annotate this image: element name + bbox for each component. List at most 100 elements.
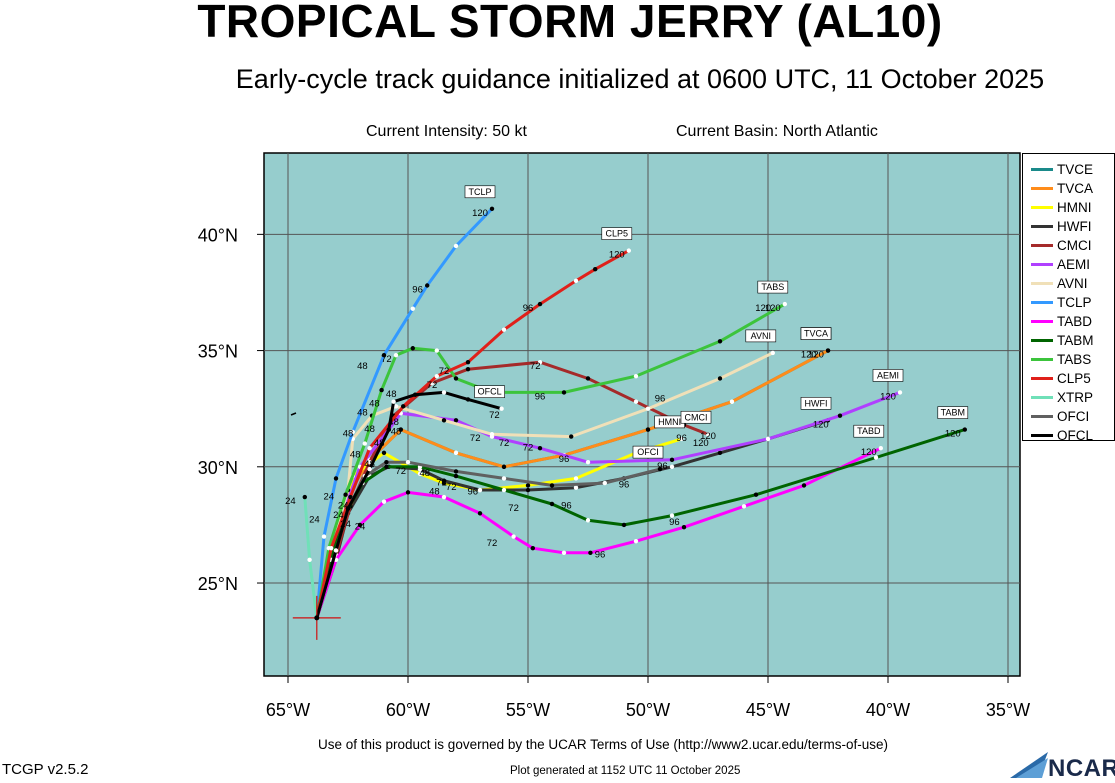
track-point-hwfi xyxy=(717,450,723,456)
hour-label: 48 xyxy=(420,468,431,479)
current-intensity: Current Intensity: 50 kt xyxy=(366,123,527,140)
track-point-hmni xyxy=(417,471,423,476)
legend-swatch xyxy=(1031,262,1053,266)
track-point-tabd xyxy=(561,550,567,556)
track-point-tabm xyxy=(501,487,507,493)
y-tick-label: 40°N xyxy=(198,225,238,245)
legend-swatch xyxy=(1031,186,1053,190)
track-point-tabm xyxy=(873,455,879,460)
track-point-avni xyxy=(770,350,775,356)
hour-label: 96 xyxy=(535,391,546,402)
track-point-tclp xyxy=(350,429,355,435)
hour-label: 72 xyxy=(381,354,392,365)
track-point-tabs xyxy=(434,348,439,353)
legend-label: CMCI xyxy=(1057,237,1092,253)
track-point-tabs xyxy=(343,492,348,497)
chart-subtitle: Early-cycle track guidance initialized a… xyxy=(235,64,1045,94)
end-label-box xyxy=(745,329,777,343)
track-point-ofci xyxy=(453,469,459,474)
legend-swatch xyxy=(1031,300,1053,304)
track-point-aemi xyxy=(897,390,903,395)
track-point-tabs xyxy=(782,301,787,307)
legend-swatch xyxy=(1031,167,1053,171)
track-point-ofcl xyxy=(333,548,339,553)
hour-label: 120 xyxy=(765,303,781,314)
legend-label: TABD xyxy=(1057,313,1093,329)
hour-label: 96 xyxy=(655,394,666,405)
coastline-fragment xyxy=(290,412,297,416)
track-point-avni xyxy=(645,406,651,411)
track-point-tabd xyxy=(405,490,411,495)
track-point-ofci xyxy=(405,459,411,465)
legend-label: CLP5 xyxy=(1057,370,1091,386)
track-point-tabm xyxy=(669,513,675,518)
track-point-hwfi xyxy=(573,485,579,490)
current-basin: Current Basin: North Atlantic xyxy=(676,123,878,140)
track-cmci xyxy=(315,360,709,619)
hour-label: 72 xyxy=(439,366,450,377)
track-point-tabd xyxy=(530,545,535,551)
track-point-cmci xyxy=(465,366,471,372)
x-tick-label: 45°W xyxy=(746,700,790,720)
track-point-hmni xyxy=(525,483,531,488)
track-point-tabd xyxy=(381,499,387,504)
track-point-xtrp xyxy=(307,557,312,562)
terms-of-use: Use of this product is governed by the U… xyxy=(318,737,888,752)
hour-label: 72 xyxy=(436,477,447,488)
hour-label: 96 xyxy=(412,284,423,295)
track-point-tabs xyxy=(453,376,459,381)
track-point-tabs xyxy=(633,373,639,379)
track-point-tabs xyxy=(393,353,399,358)
track-point-tabd xyxy=(878,446,883,451)
track-point-tabm xyxy=(753,492,759,497)
track-point-tclp xyxy=(321,534,327,539)
track-point-tabs xyxy=(379,387,384,393)
hour-label: 120 xyxy=(755,303,771,314)
legend-item-tabm: TABM xyxy=(1031,331,1094,349)
end-label-tabs: TABS xyxy=(761,282,784,292)
legend-item-tvca: TVCA xyxy=(1031,179,1093,197)
track-point-clp5 xyxy=(537,301,543,307)
hour-label: 96 xyxy=(595,549,606,560)
hour-label: 24 xyxy=(338,501,349,512)
legend-swatch xyxy=(1031,414,1053,418)
track-point-ofcl xyxy=(465,397,471,402)
track-point-tabm xyxy=(621,522,627,528)
track-point-tabd xyxy=(801,483,807,488)
track-point-xtrp xyxy=(302,494,307,500)
legend-label: TVCA xyxy=(1057,180,1094,196)
track-point-tabs xyxy=(717,339,723,344)
x-tick-label: 35°W xyxy=(986,700,1030,720)
legend-item-tvce: TVCE xyxy=(1031,160,1093,178)
track-point-cmci xyxy=(585,376,591,381)
track-clp5 xyxy=(315,249,630,619)
track-point-tabm xyxy=(549,501,555,507)
track-point-cmci xyxy=(537,360,543,365)
track-point-tabs xyxy=(410,346,415,351)
chart-title: TROPICAL STORM JERRY (AL10) xyxy=(197,0,943,47)
track-point-ofcl xyxy=(345,506,351,511)
legend-label: HWFI xyxy=(1057,218,1092,234)
legend-swatch xyxy=(1031,224,1053,228)
hour-label: 96 xyxy=(561,501,572,512)
track-point-tvca xyxy=(645,427,651,432)
track-point-avni xyxy=(393,404,399,409)
legend-label: TVCE xyxy=(1057,161,1094,177)
start-point xyxy=(314,615,320,621)
hour-label: 72 xyxy=(489,410,500,421)
end-label-tabd: TABD xyxy=(857,426,881,436)
legend-swatch xyxy=(1031,357,1053,361)
hour-label: 24 xyxy=(324,491,335,502)
hour-label: 48 xyxy=(388,417,399,428)
track-point-ofci xyxy=(549,483,555,488)
hour-label: 72 xyxy=(530,361,541,372)
hour-label: 48 xyxy=(364,459,375,470)
track-point-ofcl xyxy=(386,427,391,432)
end-label-ofci: OFCI xyxy=(637,447,659,457)
hour-label: 120 xyxy=(472,208,488,219)
track-ofcl xyxy=(315,390,503,619)
legend-label: AEMI xyxy=(1057,256,1091,272)
track-point-avni xyxy=(569,434,574,439)
legend-label: AVNI xyxy=(1057,275,1088,291)
